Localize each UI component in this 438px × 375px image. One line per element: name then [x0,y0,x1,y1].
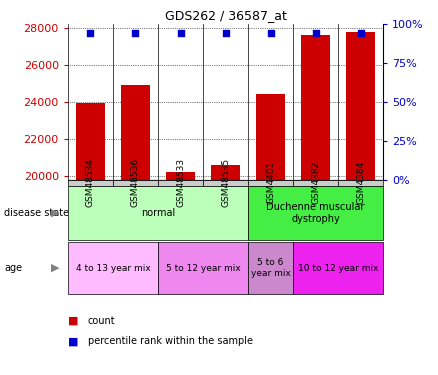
Point [177,30,184,36]
Text: ■: ■ [68,336,78,346]
Bar [76,103,105,180]
Point [357,30,364,36]
Point [222,30,229,36]
Text: disease state: disease state [4,208,70,218]
Bar [166,172,195,180]
Text: ▶: ▶ [50,208,59,218]
Text: GSM4382: GSM4382 [311,161,320,204]
Text: 4 to 13 year mix: 4 to 13 year mix [76,264,150,273]
Text: count: count [88,316,115,326]
Title: GDS262 / 36587_at: GDS262 / 36587_at [165,9,286,22]
Point [267,30,274,36]
Text: 5 to 12 year mix: 5 to 12 year mix [166,264,240,273]
Text: Duchenne muscular
dystrophy: Duchenne muscular dystrophy [266,202,365,223]
Bar [121,85,150,180]
Text: GSM4401: GSM4401 [266,161,275,204]
Text: normal: normal [141,208,175,218]
Point [312,30,319,36]
Point [132,30,139,36]
Text: GSM48536: GSM48536 [131,158,140,207]
Bar [211,165,240,180]
Text: 10 to 12 year mix: 10 to 12 year mix [298,264,378,273]
Text: percentile rank within the sample: percentile rank within the sample [88,336,253,346]
Text: age: age [4,263,22,273]
Text: ▶: ▶ [50,263,59,273]
Bar [301,34,330,180]
Point [87,30,94,36]
Text: 5 to 6
year mix: 5 to 6 year mix [251,258,290,278]
Bar [256,94,285,180]
Text: GSM48534: GSM48534 [86,158,95,207]
Bar [346,32,375,180]
Text: ■: ■ [68,316,78,326]
Text: GSM48535: GSM48535 [221,158,230,207]
Text: GSM48533: GSM48533 [176,158,185,207]
Text: GSM4384: GSM4384 [356,161,365,204]
